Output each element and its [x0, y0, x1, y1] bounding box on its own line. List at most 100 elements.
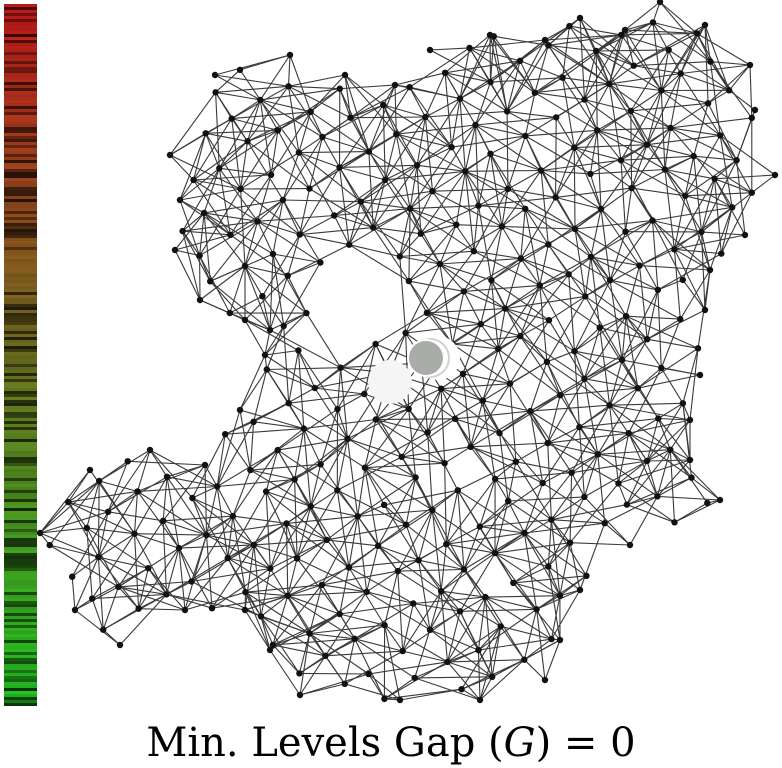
- edge: [179, 133, 207, 201]
- edge: [49, 544, 119, 588]
- edge: [405, 477, 417, 525]
- edge: [625, 265, 641, 317]
- edge: [326, 524, 407, 541]
- node: [618, 31, 625, 39]
- node: [470, 248, 477, 255]
- edge: [344, 74, 370, 152]
- edge: [397, 568, 465, 572]
- edge: [569, 25, 635, 67]
- edge: [348, 567, 386, 626]
- color-scale-band: [4, 226, 37, 230]
- node: [565, 271, 572, 278]
- color-scale-band: [4, 415, 37, 419]
- node: [456, 608, 464, 615]
- edge: [298, 111, 312, 153]
- color-scale-band: [4, 607, 37, 611]
- edge: [199, 265, 246, 301]
- color-scale-band: [4, 13, 37, 17]
- color-scale-band: [4, 217, 37, 221]
- edge: [363, 393, 403, 458]
- edge: [277, 438, 348, 451]
- edge: [339, 602, 414, 615]
- node: [426, 46, 434, 54]
- edge: [597, 454, 606, 524]
- color-scale-band: [4, 433, 37, 437]
- edge: [377, 509, 433, 547]
- edge: [673, 178, 716, 250]
- edge: [49, 544, 99, 558]
- edge: [297, 350, 316, 389]
- edge: [480, 323, 521, 337]
- edge: [660, 90, 666, 170]
- edge: [357, 509, 433, 517]
- edge: [707, 103, 738, 161]
- edge: [270, 111, 312, 176]
- node: [460, 288, 468, 295]
- edge: [440, 348, 499, 390]
- edge: [264, 354, 316, 389]
- node: [381, 695, 388, 703]
- color-scale-band: [4, 136, 37, 140]
- node: [545, 563, 552, 570]
- color-scale-band: [4, 454, 37, 458]
- edge: [339, 567, 350, 615]
- edge: [231, 118, 248, 142]
- node: [456, 95, 464, 102]
- edge: [590, 208, 602, 258]
- edge: [253, 479, 296, 546]
- node: [489, 673, 496, 680]
- edge: [309, 584, 323, 634]
- edge: [322, 136, 340, 168]
- color-scale-band: [4, 505, 37, 509]
- edge: [509, 319, 550, 384]
- color-scale-band: [4, 469, 37, 473]
- edge: [674, 248, 722, 255]
- node: [498, 223, 506, 230]
- edge: [479, 659, 525, 701]
- edge: [540, 170, 602, 210]
- node: [46, 541, 53, 549]
- network-graph: [36, 0, 779, 704]
- edge: [402, 603, 414, 652]
- node: [391, 81, 399, 89]
- node: [628, 184, 635, 192]
- color-scale-band: [4, 643, 37, 647]
- color-scale-band: [4, 31, 37, 35]
- edge: [169, 118, 232, 156]
- edge: [408, 408, 417, 478]
- edge: [354, 603, 414, 640]
- node: [502, 305, 509, 312]
- edge: [363, 343, 377, 395]
- color-scale-band: [4, 604, 37, 608]
- edge: [67, 480, 100, 503]
- edge: [495, 472, 572, 480]
- edge: [479, 478, 496, 527]
- edge: [117, 586, 140, 610]
- node: [491, 475, 499, 483]
- edge: [571, 460, 648, 474]
- node: [459, 370, 467, 377]
- edge: [638, 265, 648, 340]
- node: [69, 573, 76, 580]
- edge: [429, 591, 442, 630]
- color-scale-band: [4, 130, 37, 134]
- edge: [646, 289, 659, 340]
- gray-disc: [407, 339, 445, 377]
- edge: [494, 519, 552, 554]
- color-scale-band: [4, 358, 37, 362]
- edge: [444, 34, 491, 74]
- edge: [574, 147, 622, 161]
- color-scale-band: [4, 556, 37, 560]
- color-scale-band: [4, 271, 37, 275]
- edge: [372, 164, 418, 228]
- edge: [166, 593, 213, 609]
- edge: [584, 460, 648, 498]
- edge: [657, 418, 671, 450]
- node: [323, 536, 330, 544]
- edge: [454, 418, 500, 434]
- color-scale-band: [4, 475, 37, 479]
- edge: [617, 433, 630, 484]
- edge: [625, 316, 639, 389]
- color-scale-band: [4, 7, 37, 11]
- edge: [229, 295, 263, 314]
